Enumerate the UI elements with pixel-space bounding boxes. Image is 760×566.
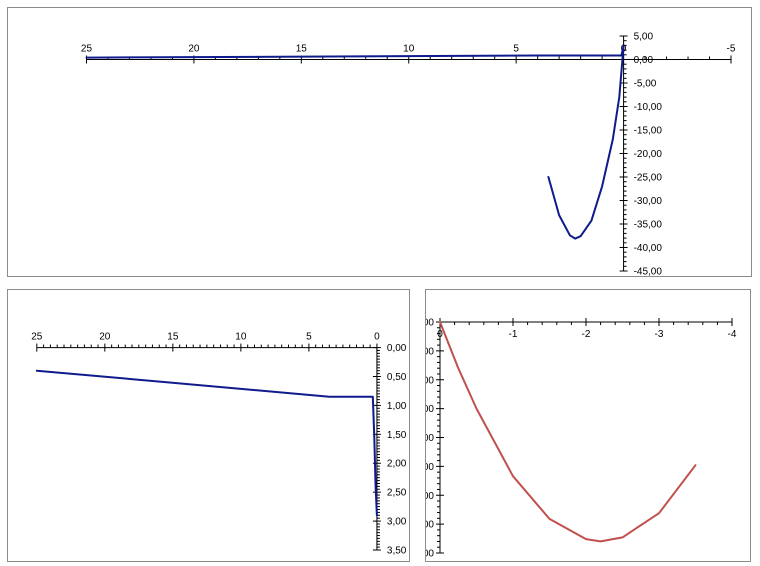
x-tick-label: -4	[728, 329, 737, 340]
y-tick-label: -15,00	[634, 126, 663, 137]
y-tick-label: 2,00	[387, 459, 407, 470]
y-tick-label: 2,50	[387, 488, 407, 499]
y-tick-label: -40,00	[426, 549, 434, 560]
x-tick-label: 10	[235, 332, 247, 343]
y-tick-label: -5,00	[426, 346, 434, 357]
x-tick-label: -5	[727, 44, 736, 55]
y-tick-label: -20,00	[634, 149, 663, 160]
top-chart-panel: 2520151050-5-45,00-40,00-35,00-30,00-25,…	[7, 7, 752, 278]
x-tick-label: 10	[403, 44, 415, 55]
x-tick-label: 20	[188, 44, 200, 55]
y-tick-label: -30,00	[426, 491, 434, 502]
y-tick-label: -20,00	[426, 433, 434, 444]
y-tick-label: -30,00	[634, 196, 663, 207]
bottom-left-chart-panel: 25 20 15 10 5 0 0,00 0,50 1,00 1,50 2,00 2,50 3,00 3,…	[7, 289, 410, 562]
x-tick-label: 20	[99, 332, 111, 343]
x-tick-label: 15	[296, 44, 308, 55]
x-tick-label: 0	[374, 332, 380, 343]
y-tick-label: 0,00	[387, 343, 407, 354]
x-tick-label: 25	[31, 332, 43, 343]
y-tick-label: -15,00	[426, 404, 434, 415]
y-tick-label: 5,00	[634, 32, 654, 43]
y-tick-label: -10,00	[634, 102, 663, 113]
y-tick-label: -40,00	[634, 243, 663, 254]
x-tick-label: -3	[655, 329, 664, 340]
y-tick-label: 0,50	[387, 372, 407, 383]
x-tick-label: 25	[81, 44, 93, 55]
bottom-left-chart: 25 20 15 10 5 0 0,00 0,50 1,00 1,50 2,00 2,50 3,00 3,…	[31, 332, 407, 557]
series-line	[35, 369, 378, 517]
y-tick-label: -35,00	[426, 520, 434, 531]
y-tick-label: 0,00	[426, 318, 434, 329]
y-tick-label: 0,00	[634, 55, 654, 66]
x-tick-label: -1	[509, 329, 518, 340]
bottom-right-chart-panel: 0-1-2-3-4-40,00-35,00-30,00-25,00-20,00-…	[425, 289, 751, 562]
series-line	[85, 44, 625, 240]
top-chart: 2520151050-5-45,00-40,00-35,00-30,00-25,…	[81, 32, 736, 278]
y-tick-label: -25,00	[634, 173, 663, 184]
y-tick-label: 1,50	[387, 430, 407, 441]
series-line	[439, 321, 697, 543]
x-tick-label: 5	[306, 332, 312, 343]
x-tick-label: 15	[167, 332, 179, 343]
x-tick-label: 5	[513, 44, 519, 55]
y-tick-label: -35,00	[634, 220, 663, 231]
y-tick-label: -45,00	[634, 267, 663, 278]
y-tick-label: 3,50	[387, 546, 407, 557]
bottom-right-chart: 0-1-2-3-4-40,00-35,00-30,00-25,00-20,00-…	[426, 318, 737, 560]
y-tick-label: -10,00	[426, 375, 434, 386]
x-tick-label: -2	[582, 329, 591, 340]
y-tick-label: 3,00	[387, 517, 407, 528]
y-tick-label: -5,00	[634, 79, 657, 90]
y-tick-label: -25,00	[426, 462, 434, 473]
y-tick-label: 1,00	[387, 401, 407, 412]
